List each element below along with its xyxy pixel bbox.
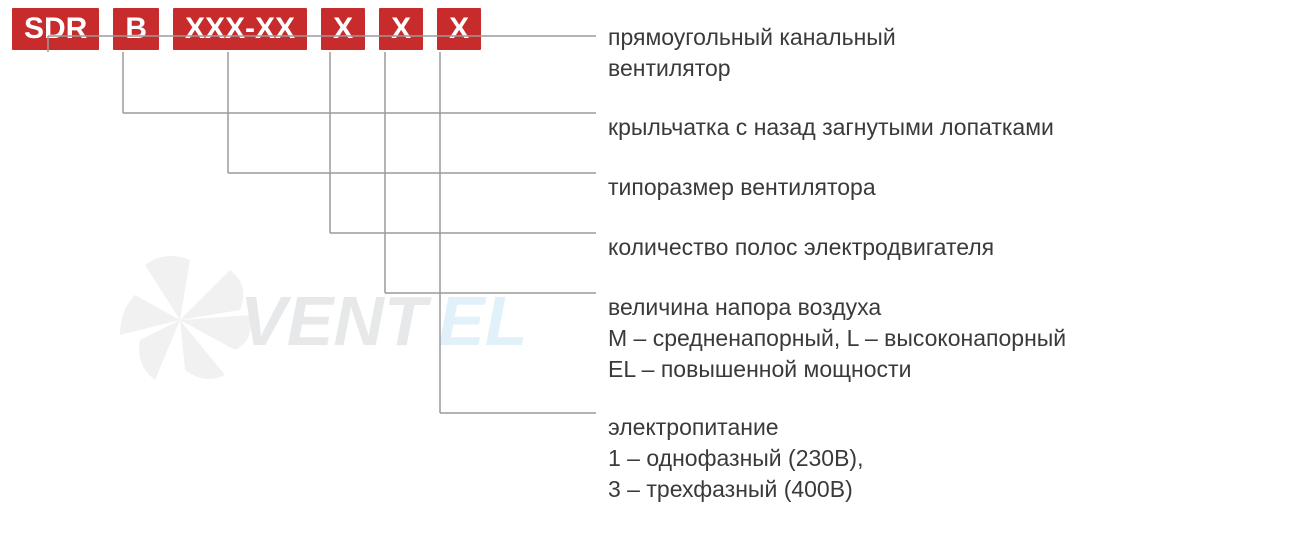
label-impeller: крыльчатка с назад загнутыми лопатками — [608, 112, 1054, 143]
label-poles: количество полос электродвигателя — [608, 232, 994, 263]
code-boxes-row: SDR B XXX-XX X X X — [12, 8, 481, 50]
label-line: EL – повышенной мощности — [608, 354, 1066, 385]
svg-text:VENT: VENT — [240, 282, 432, 360]
watermark-logo: VENT EL — [120, 230, 540, 410]
code-segment-sdr: SDR — [12, 8, 99, 50]
code-segment-poles: X — [321, 8, 365, 50]
label-line: 1 – однофазный (230В), — [608, 443, 863, 474]
label-fan-type: прямоугольный канальный вентилятор — [608, 22, 896, 84]
label-pressure: величина напора воздуха М – средненапорн… — [608, 292, 1066, 385]
label-line: типоразмер вентилятора — [608, 172, 876, 203]
code-segment-power: X — [437, 8, 481, 50]
label-line: количество полос электродвигателя — [608, 232, 994, 263]
label-size: типоразмер вентилятора — [608, 172, 876, 203]
label-line: вентилятор — [608, 53, 896, 84]
label-power: электропитание 1 – однофазный (230В), 3 … — [608, 412, 863, 505]
label-line: 3 – трехфазный (400В) — [608, 474, 863, 505]
label-line: электропитание — [608, 412, 863, 443]
svg-text:EL: EL — [438, 282, 527, 360]
label-line: прямоугольный канальный — [608, 22, 896, 53]
code-segment-size: XXX-XX — [173, 8, 307, 50]
code-segment-b: B — [113, 8, 159, 50]
label-line: М – средненапорный, L – высоконапорный — [608, 323, 1066, 354]
label-line: крыльчатка с назад загнутыми лопатками — [608, 112, 1054, 143]
code-segment-pressure: X — [379, 8, 423, 50]
label-line: величина напора воздуха — [608, 292, 1066, 323]
